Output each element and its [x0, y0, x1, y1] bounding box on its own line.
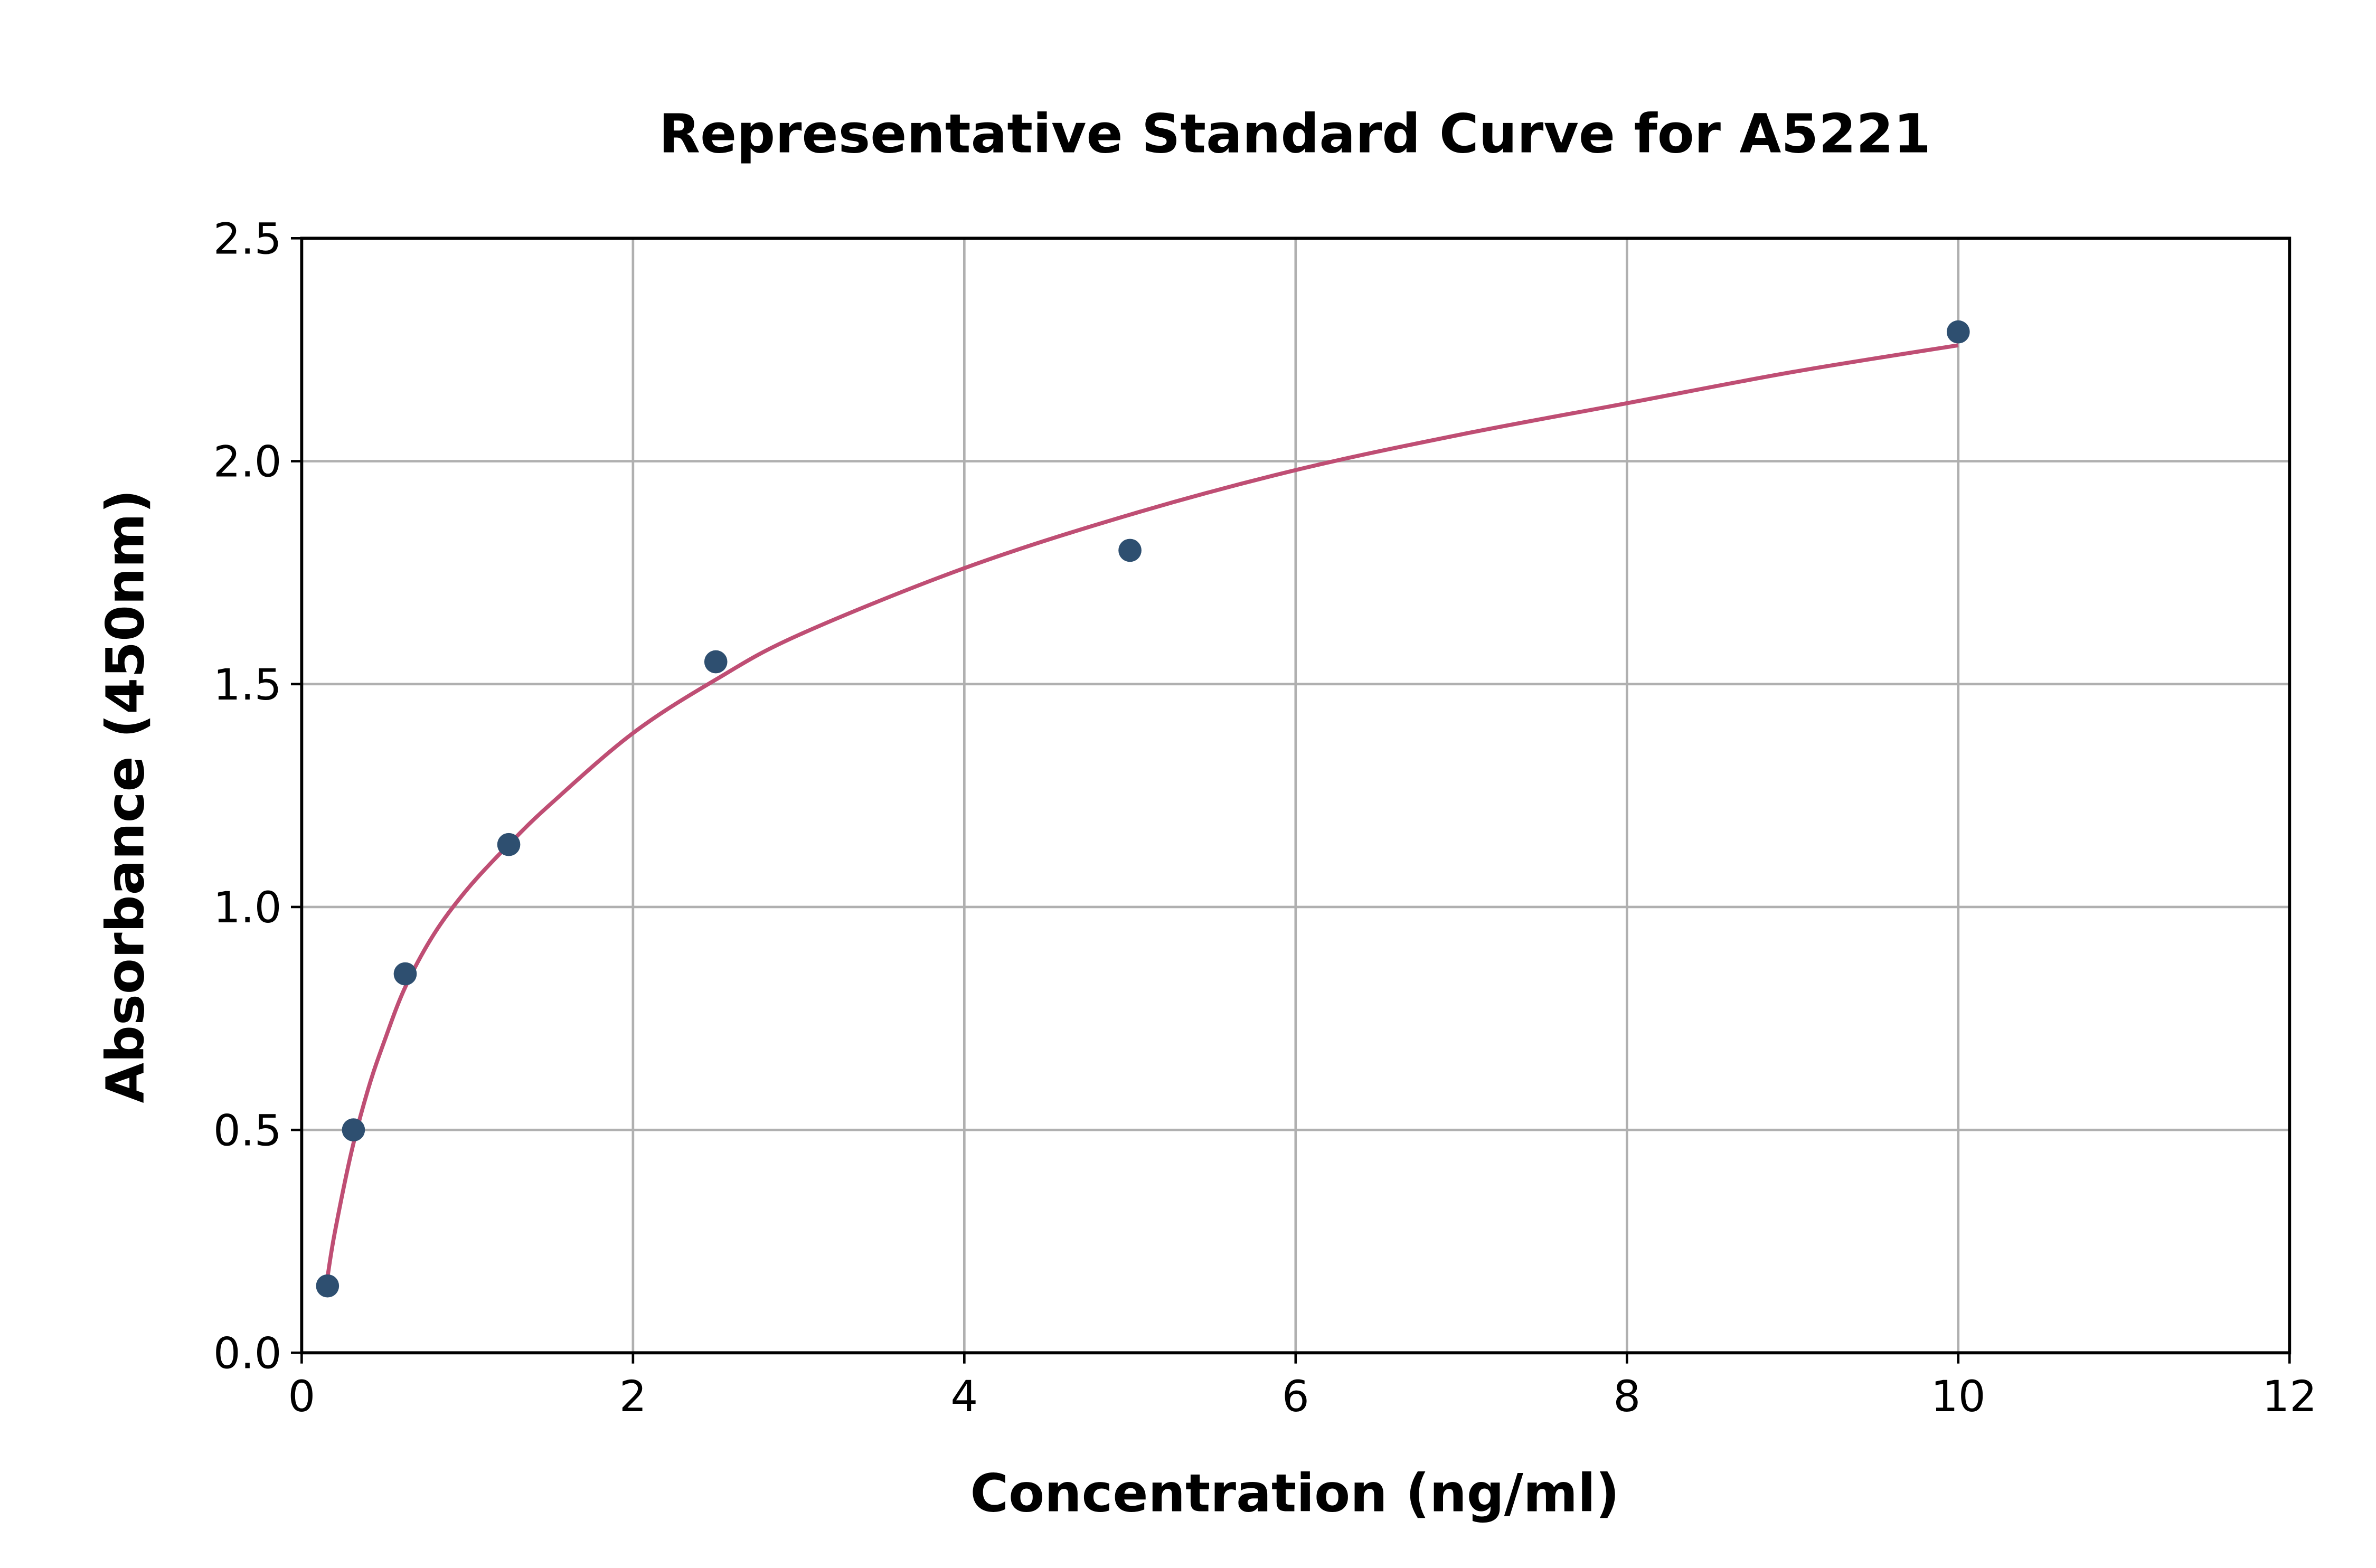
- y-axis-label: Absorbance (450nm): [95, 489, 156, 1103]
- y-tick-label: 0.0: [213, 1328, 282, 1378]
- data-point: [393, 962, 417, 986]
- x-axis-label: Concentration (ng/ml): [970, 1463, 1620, 1524]
- data-point: [704, 650, 728, 674]
- data-point: [1946, 320, 1970, 344]
- y-tick-label: 2.5: [213, 214, 282, 264]
- chart-title: Representative Standard Curve for A5221: [659, 102, 1931, 165]
- y-tick-label: 1.0: [213, 883, 282, 933]
- data-point: [342, 1118, 365, 1141]
- data-point: [497, 833, 521, 856]
- axis-ticks: 0 2 4 6 8 10 12 0.0 0.5 1.0 1.5 2.0 2.5: [213, 214, 2317, 1422]
- fit-curve: [325, 343, 1959, 1278]
- y-tick-label: 0.5: [213, 1106, 282, 1156]
- x-tick-label: 12: [2262, 1372, 2317, 1422]
- x-tick-label: 0: [288, 1372, 315, 1422]
- x-tick-label: 10: [1931, 1372, 1986, 1422]
- data-point: [1118, 539, 1142, 562]
- x-tick-label: 8: [1613, 1372, 1640, 1422]
- y-tick-label: 1.5: [213, 660, 282, 710]
- x-tick-label: 6: [1282, 1372, 1309, 1422]
- data-point: [316, 1274, 340, 1298]
- fit-curve-layer: [325, 343, 1959, 1278]
- data-points-layer: [316, 320, 1970, 1298]
- y-tick-label: 2.0: [213, 437, 282, 487]
- x-tick-label: 2: [619, 1372, 647, 1422]
- x-tick-label: 4: [950, 1372, 978, 1422]
